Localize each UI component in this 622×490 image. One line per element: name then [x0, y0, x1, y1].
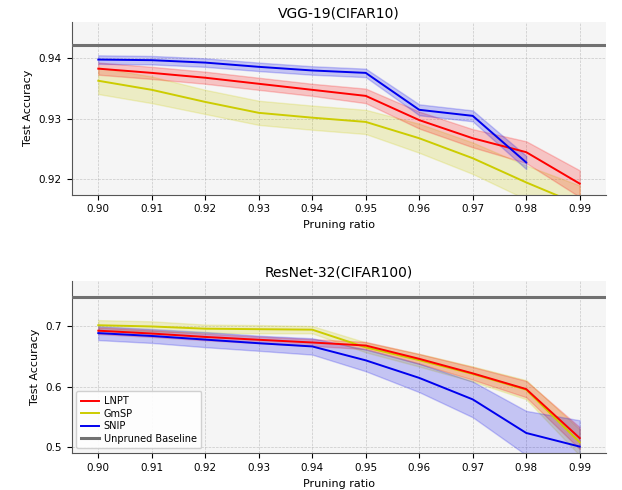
Y-axis label: Test Accuracy: Test Accuracy	[30, 329, 40, 405]
Legend: LNPT, GmSP, SNIP, Unpruned Baseline: LNPT, GmSP, SNIP, Unpruned Baseline	[77, 392, 202, 448]
X-axis label: Pruning ratio: Pruning ratio	[303, 220, 375, 230]
Y-axis label: Test Accuracy: Test Accuracy	[23, 70, 33, 147]
Title: VGG-19(CIFAR10): VGG-19(CIFAR10)	[278, 7, 400, 21]
Title: ResNet-32(CIFAR100): ResNet-32(CIFAR100)	[265, 266, 413, 280]
X-axis label: Pruning ratio: Pruning ratio	[303, 479, 375, 489]
